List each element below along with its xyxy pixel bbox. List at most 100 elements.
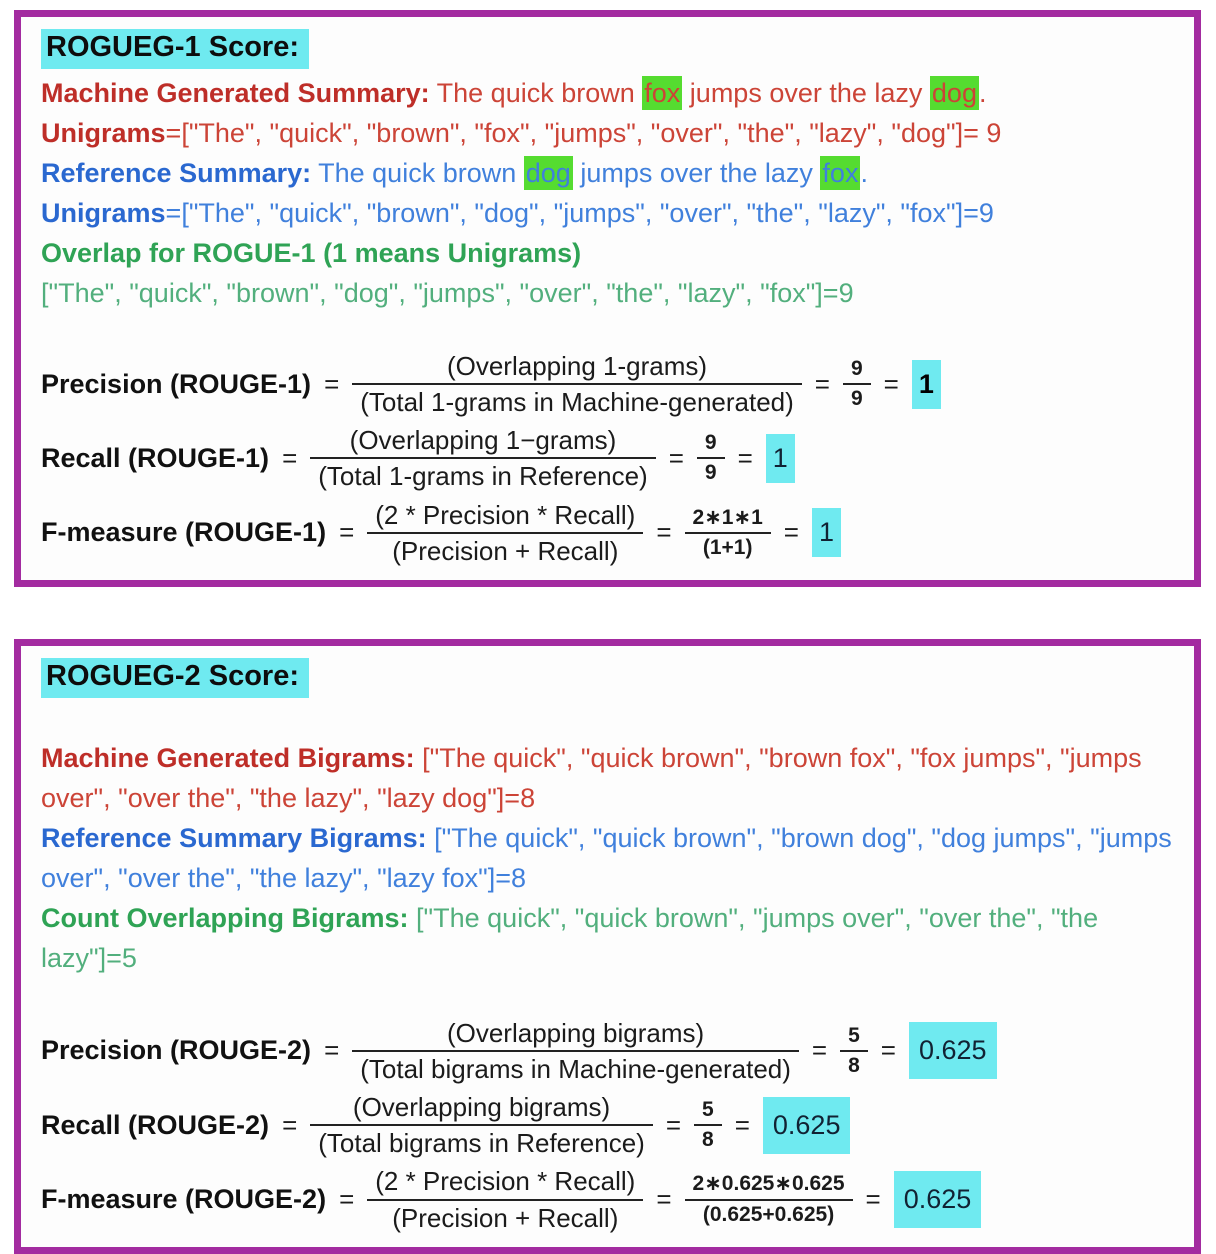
numeric-fraction: 2∗0.625∗0.625 (0.625+0.625) [684,1172,853,1226]
equals-sign: = [324,368,340,399]
fraction: (Overlapping 1−grams) (Total 1-grams in … [310,425,656,492]
equals-sign: = [339,517,355,548]
equals-sign: = [339,1184,355,1214]
fraction-numerator: (Overlapping bigrams) [310,1092,653,1127]
rouge2-machine-bigrams-line: Machine Generated Bigrams: ["The quick",… [41,738,1174,818]
fraction-numerator: (Overlapping 1−grams) [310,425,656,460]
fraction: (Overlapping 1-grams) (Total 1-grams in … [352,351,802,417]
rouge2-reference-bigrams-line: Reference Summary Bigrams: ["The quick",… [41,818,1174,898]
equals-sign: = [883,368,899,399]
numeric-fraction: 9 9 [696,431,725,485]
rouge1-machine-unigrams-line: Unigrams=["The", "quick", "brown", "fox"… [41,113,1174,153]
result-value: 0.625 [762,1096,851,1154]
highlighted-word: fox [642,75,683,110]
fraction-denominator: (Precision + Recall) [392,535,619,566]
formula-label: F-measure (ROUGE-2) [41,1184,327,1214]
rouge-score-slide: ROGUEG-1 Score: Machine Generated Summar… [0,10,1216,1254]
rouge1-overlap-list: ["The", "quick", "brown", "dog", "jumps"… [41,273,1174,313]
rouge1-reference-unigrams-line: Unigrams=["The", "quick", "brown", "dog"… [41,193,1174,233]
equals-sign: = [734,1109,750,1140]
fraction-denominator: 8 [848,1053,860,1077]
fraction-denominator: 8 [702,1128,714,1152]
numeric-fraction: 9 9 [842,357,871,411]
fraction: (2 * Precision * Recall) (Precision + Re… [367,500,644,566]
highlighted-word: fox [820,155,861,190]
fraction-numerator: (2 * Precision * Recall) [367,500,644,534]
text-segment: ["The quick", "quick brown", "brown dog"… [41,822,1172,893]
formula-label: Recall (ROUGE-1) [41,442,270,473]
formula-label: Precision (ROUGE-1) [41,368,312,399]
numeric-fraction: 5 8 [840,1024,868,1078]
rouge1-machine-summary-line: Machine Generated Summary: The quick bro… [41,73,1174,113]
rouge1-title: ROGUEG-1 Score: [41,29,309,69]
rouge2-title: ROGUEG-2 Score: [41,657,309,698]
rouge2-fmeasure-formula: F-measure (ROUGE-2) = (2 * Precision * R… [41,1166,1174,1233]
equals-sign: = [811,1035,828,1066]
text-segment: =["The", "quick", "brown", "dog", "jumps… [165,197,994,228]
text-segment: ["The", "quick", "brown", "dog", "jumps"… [41,277,854,308]
result-value: 1 [911,359,941,409]
fraction-numerator: 5 [694,1098,722,1127]
equals-sign: = [783,517,799,548]
fraction-numerator: 9 [842,357,871,386]
fraction-denominator: (Total bigrams in Machine-generated) [360,1053,791,1084]
formula-label: Recall (ROUGE-2) [41,1109,270,1140]
fraction-denominator: (Total bigrams in Reference) [318,1128,645,1159]
fraction: (Overlapping bigrams) (Total bigrams in … [310,1092,653,1158]
rouge1-fmeasure-formula: F-measure (ROUGE-1) = (2 * Precision * R… [41,500,1174,566]
formula-label: Precision (ROUGE-2) [41,1035,312,1066]
fraction-numerator: (Overlapping 1-grams) [352,351,802,386]
text-segment: =["The", "quick", "brown", "fox", "jumps… [165,117,1002,148]
text-segment: ["The quick", "quick brown", "jumps over… [41,902,1099,973]
fraction-denominator: (Total 1-grams in Machine-generated) [360,387,794,418]
numeric-fraction: 5 8 [694,1098,722,1152]
fraction-denominator: (Total 1-grams in Reference) [318,461,648,492]
text-segment: Unigrams [41,117,166,148]
text-segment: Overlap for ROGUE-1 (1 means Unigrams) [41,237,582,268]
equals-sign: = [665,1109,682,1140]
rouge2-overlap-bigrams-line: Count Overlapping Bigrams: ["The quick",… [41,898,1174,978]
fraction-denominator: (Precision + Recall) [392,1202,619,1233]
equals-sign: = [865,1184,881,1214]
equals-sign: = [737,442,753,473]
rouge1-precision-formula: Precision (ROUGE-1) = (Overlapping 1-gra… [41,351,1174,417]
fraction-denominator: (1+1) [702,535,753,559]
result-value: 0.625 [893,1171,982,1228]
text-segment: jumps over the lazy [572,157,821,188]
highlighted-word: dog [523,155,573,190]
rouge1-formulas: Precision (ROUGE-1) = (Overlapping 1-gra… [41,351,1174,566]
equals-sign: = [880,1035,896,1066]
rouge1-overlap-heading: Overlap for ROGUE-1 (1 means Unigrams) [41,233,1174,273]
rouge1-reference-summary-line: Reference Summary: The quick brown dog j… [41,153,1174,193]
fraction-numerator: 2∗0.625∗0.625 [684,1172,853,1201]
text-segment: jumps over the lazy [682,77,930,108]
text-segment: ["The quick", "quick brown", "brown fox"… [41,742,1142,813]
result-value: 1 [765,433,795,483]
equals-sign: = [282,442,298,473]
rouge1-box: ROGUEG-1 Score: Machine Generated Summar… [14,10,1201,587]
fraction: (Overlapping bigrams) (Total bigrams in … [352,1018,799,1084]
text-segment: The quick brown [311,157,524,188]
highlighted-word: dog [929,75,979,110]
rouge2-recall-formula: Recall (ROUGE-2) = (Overlapping bigrams)… [41,1092,1174,1158]
numeric-fraction: 2∗1∗1 (1+1) [684,506,771,560]
text-segment: . [860,157,868,188]
text-segment: The quick brown [429,77,643,108]
text-segment: . [978,77,987,108]
equals-sign: = [656,517,672,548]
text-segment: Machine Generated Summary: [41,77,430,108]
rouge2-formulas: Precision (ROUGE-2) = (Overlapping bigra… [41,1018,1174,1233]
formula-label: F-measure (ROUGE-1) [41,517,327,548]
equals-sign: = [656,1184,672,1214]
rouge1-title-line: ROGUEG-1 Score: [41,29,1174,69]
fraction-numerator: (Overlapping bigrams) [352,1018,799,1052]
fraction-numerator: 2∗1∗1 [684,506,771,534]
fraction-numerator: 5 [840,1024,868,1052]
rouge1-recall-formula: Recall (ROUGE-1) = (Overlapping 1−grams)… [41,425,1174,491]
equals-sign: = [814,368,830,399]
fraction-numerator: 9 [696,431,725,460]
result-value: 0.625 [908,1022,997,1080]
equals-sign: = [282,1109,298,1140]
equals-sign: = [324,1035,340,1066]
text-segment: Unigrams [41,197,166,228]
